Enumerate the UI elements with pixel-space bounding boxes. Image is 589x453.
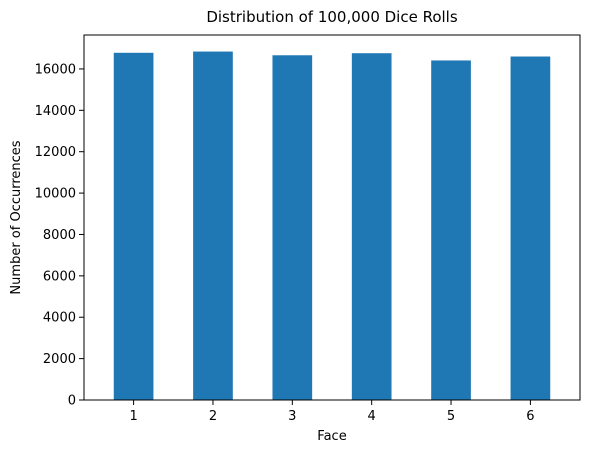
bar-face-2 <box>193 51 233 401</box>
y-tick-label: 14000 <box>35 104 76 119</box>
y-tick-label: 4000 <box>43 311 76 326</box>
x-tick-label: 5 <box>447 409 455 424</box>
x-axis-ticks: 1 2 3 4 5 6 <box>129 400 535 424</box>
x-tick-label: 1 <box>129 409 137 424</box>
bar-face-3 <box>272 55 313 401</box>
chart-title: Distribution of 100,000 Dice Rolls <box>206 8 458 26</box>
x-tick-label: 4 <box>368 409 376 424</box>
plot-frame <box>83 34 581 401</box>
bar-face-4 <box>351 53 392 400</box>
y-axis-label: Number of Occurrences <box>9 140 24 294</box>
bars-group <box>113 51 551 401</box>
y-tick-label: 6000 <box>43 269 76 284</box>
y-tick-label: 8000 <box>43 228 76 243</box>
bar-face-6 <box>510 56 551 400</box>
y-tick-label: 2000 <box>43 352 76 367</box>
y-axis-ticks: 0 2000 4000 6000 8000 10000 12000 14000 16000 <box>35 62 84 409</box>
bar-face-5 <box>431 60 471 400</box>
x-axis-label: Face <box>317 429 346 444</box>
x-tick-label: 3 <box>288 409 296 424</box>
x-tick-label: 2 <box>209 409 217 424</box>
x-tick-label: 6 <box>526 409 534 424</box>
bar-face-1 <box>113 52 154 400</box>
y-tick-label: 16000 <box>35 62 76 77</box>
y-tick-label: 10000 <box>35 187 76 202</box>
y-tick-label: 12000 <box>35 145 76 160</box>
y-tick-label: 0 <box>68 394 76 409</box>
